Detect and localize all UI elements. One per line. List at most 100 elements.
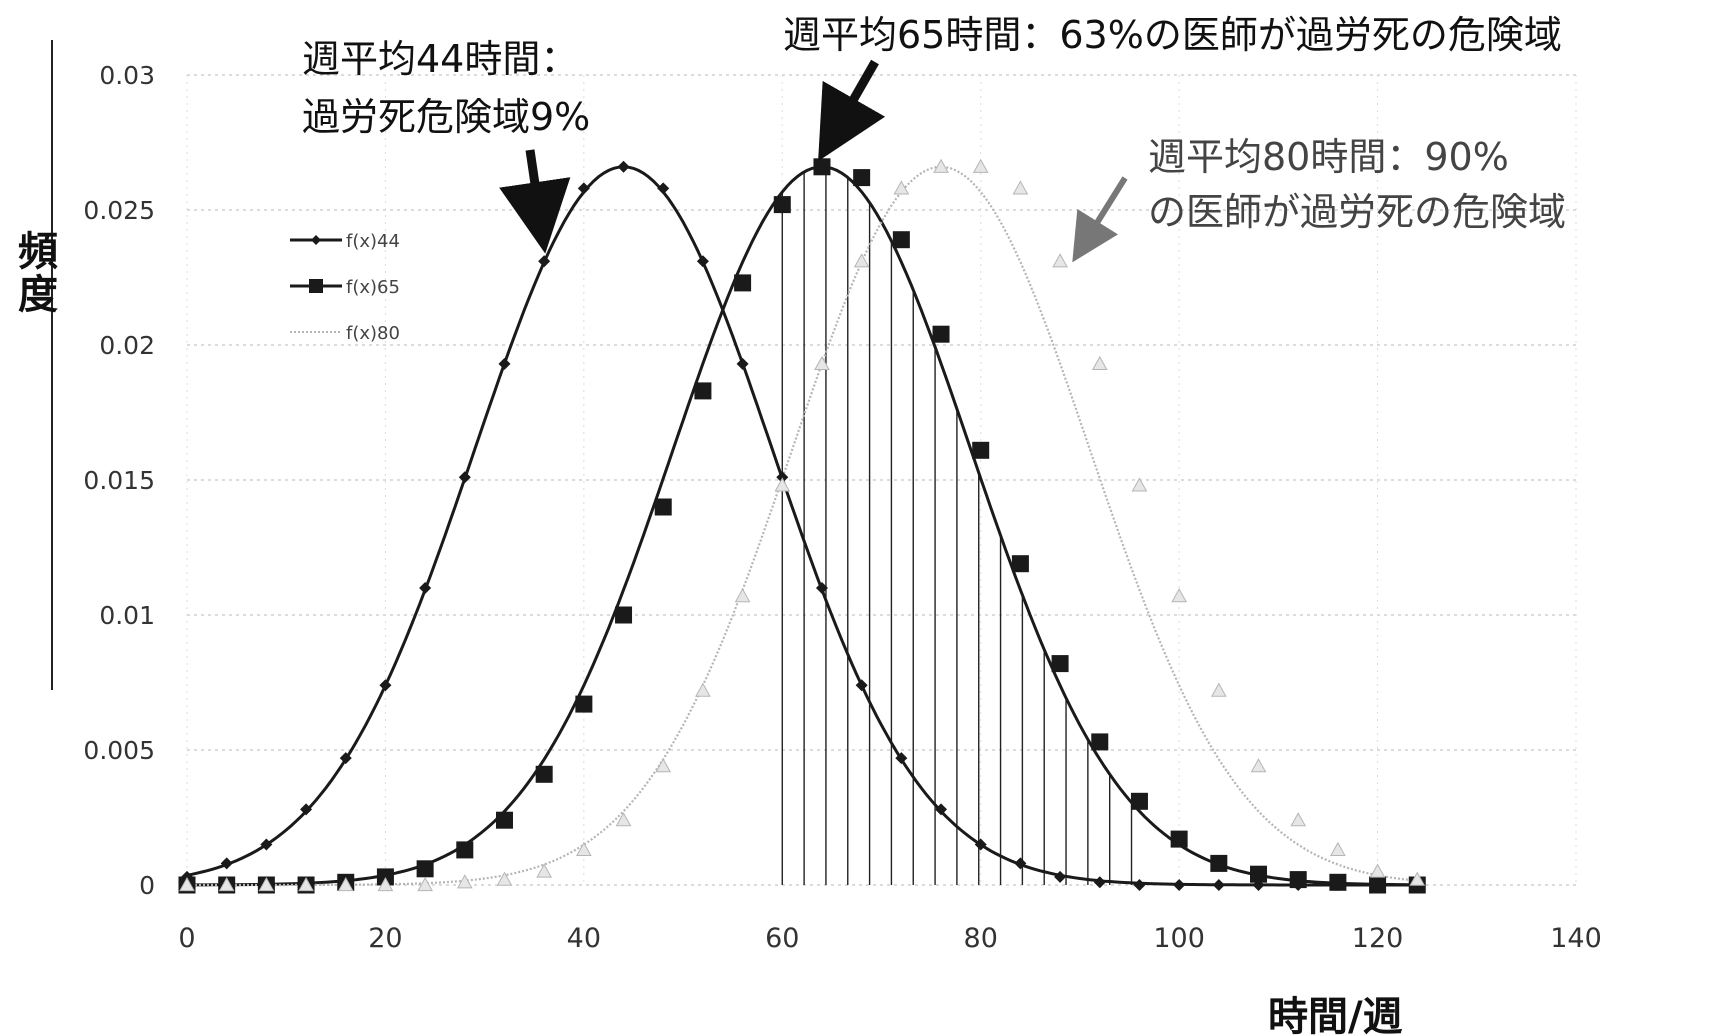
point-f(x)44 [1212, 879, 1225, 891]
point-f(x)80 [814, 355, 830, 370]
point-f(x)65 [575, 695, 593, 713]
point-f(x)44 [1133, 879, 1146, 891]
point-f(x)44 [617, 160, 630, 173]
point-f(x)44 [895, 752, 908, 765]
point-f(x)80 [734, 588, 751, 603]
point-f(x)44 [458, 471, 471, 484]
y-tick-label: 0.03 [99, 61, 155, 90]
point-f(x)80 [576, 841, 592, 856]
point-f(x)65 [1170, 830, 1188, 848]
point-f(x)80 [496, 871, 513, 886]
hatched-risk-region [781, 167, 1133, 885]
point-f(x)65 [615, 606, 633, 624]
x-tick-label: 20 [368, 923, 402, 954]
point-f(x)44 [300, 803, 313, 816]
point-f(x)80 [1250, 758, 1267, 773]
point-f(x)44 [1014, 857, 1027, 870]
annotation-80-line-1: 週平均80時間：90% [1148, 135, 1509, 179]
legend-label: f(x)44 [346, 231, 400, 252]
point-f(x)65 [773, 196, 791, 214]
y-tick-label: 0.01 [99, 601, 155, 630]
point-f(x)65 [1369, 876, 1387, 894]
point-f(x)44 [1093, 876, 1106, 889]
series-line-f(x)65 [187, 165, 1418, 887]
point-f(x)80 [1012, 180, 1029, 195]
point-f(x)65 [932, 325, 950, 343]
tick-labels: 0 0.005 0.01 0.015 0.02 0.025 0.03 0 20 40 60 80 100… [83, 61, 1601, 954]
annotation-80-arrow [1072, 176, 1128, 263]
point-f(x)65 [1329, 873, 1347, 891]
x-tick-label: 40 [567, 923, 601, 954]
legend: f(x)44 f(x)65 f(x)80 [290, 231, 400, 344]
x-tick-label: 100 [1153, 923, 1205, 954]
annotation-44: 週平均44時間： 過労死危険域9% [302, 37, 590, 254]
point-f(x)80 [933, 158, 949, 173]
point-f(x)80 [456, 874, 473, 889]
x-tick-label: 140 [1550, 923, 1602, 954]
series-markers [178, 158, 1426, 894]
point-f(x)65 [456, 841, 474, 859]
point-f(x)44 [657, 182, 670, 195]
point-f(x)80 [1330, 841, 1346, 856]
point-f(x)65 [1130, 792, 1148, 810]
point-f(x)44 [974, 838, 987, 851]
annotation-80: 週平均80時間：90% の医師が過労死の危険域 [1072, 135, 1566, 263]
y-axis-title: 頻 度 [18, 229, 58, 318]
point-f(x)80 [1091, 355, 1108, 370]
point-f(x)65 [813, 158, 831, 176]
annotation-44-line-2: 過労死危険域9% [302, 95, 590, 139]
point-f(x)44 [577, 182, 590, 195]
point-f(x)80 [1131, 477, 1148, 492]
series-line-f(x)80 [187, 165, 1418, 887]
point-f(x)80 [615, 812, 632, 827]
point-f(x)80 [853, 253, 870, 268]
point-f(x)65 [1091, 733, 1109, 751]
series-line-f(x)44 [186, 165, 1418, 887]
annotation-65-line-1: 週平均65時間：63%の医師が過労死の危険域 [783, 13, 1562, 57]
x-tick-label: 80 [964, 923, 998, 954]
annotation-44-arrow [499, 149, 571, 254]
point-f(x)65 [892, 231, 910, 249]
point-f(x)65 [972, 441, 990, 459]
point-f(x)44 [1054, 870, 1067, 883]
point-f(x)65 [853, 169, 871, 187]
y-tick-label: 0.02 [99, 331, 155, 360]
point-f(x)80 [893, 180, 910, 195]
point-f(x)65 [535, 765, 553, 783]
point-f(x)44 [220, 857, 233, 870]
point-f(x)80 [536, 863, 553, 878]
legend-marker [309, 279, 323, 293]
point-f(x)44 [538, 255, 551, 268]
point-f(x)44 [736, 357, 749, 370]
point-f(x)44 [379, 679, 392, 692]
x-tick-label: 120 [1352, 923, 1404, 954]
point-f(x)80 [1290, 812, 1307, 827]
point-f(x)80 [695, 682, 711, 697]
y-tick-label: 0.005 [83, 736, 155, 765]
point-f(x)80 [1409, 871, 1426, 886]
point-f(x)65 [416, 860, 434, 878]
annotation-80-line-2: の医師が過労死の危険域 [1148, 190, 1566, 234]
point-f(x)44 [419, 582, 432, 594]
point-f(x)65 [495, 811, 513, 829]
point-f(x)44 [260, 838, 273, 851]
grid [186, 74, 1577, 886]
point-f(x)80 [298, 876, 314, 892]
point-f(x)44 [339, 752, 352, 765]
annotation-65-arrow [818, 59, 886, 162]
series-lines [186, 165, 1418, 887]
legend-label: f(x)80 [346, 323, 400, 344]
point-f(x)65 [376, 868, 394, 886]
point-f(x)80 [1171, 588, 1187, 603]
point-f(x)80 [1052, 253, 1068, 268]
point-f(x)44 [498, 357, 511, 370]
y-tick-label: 0 [139, 871, 155, 900]
point-f(x)80 [179, 876, 195, 892]
y-axis-title-char-2: 度 [18, 272, 58, 318]
point-f(x)44 [935, 803, 948, 816]
point-f(x)80 [377, 876, 394, 892]
point-f(x)44 [855, 679, 868, 692]
point-f(x)44 [1173, 879, 1186, 891]
y-tick-label: 0.015 [83, 466, 155, 495]
